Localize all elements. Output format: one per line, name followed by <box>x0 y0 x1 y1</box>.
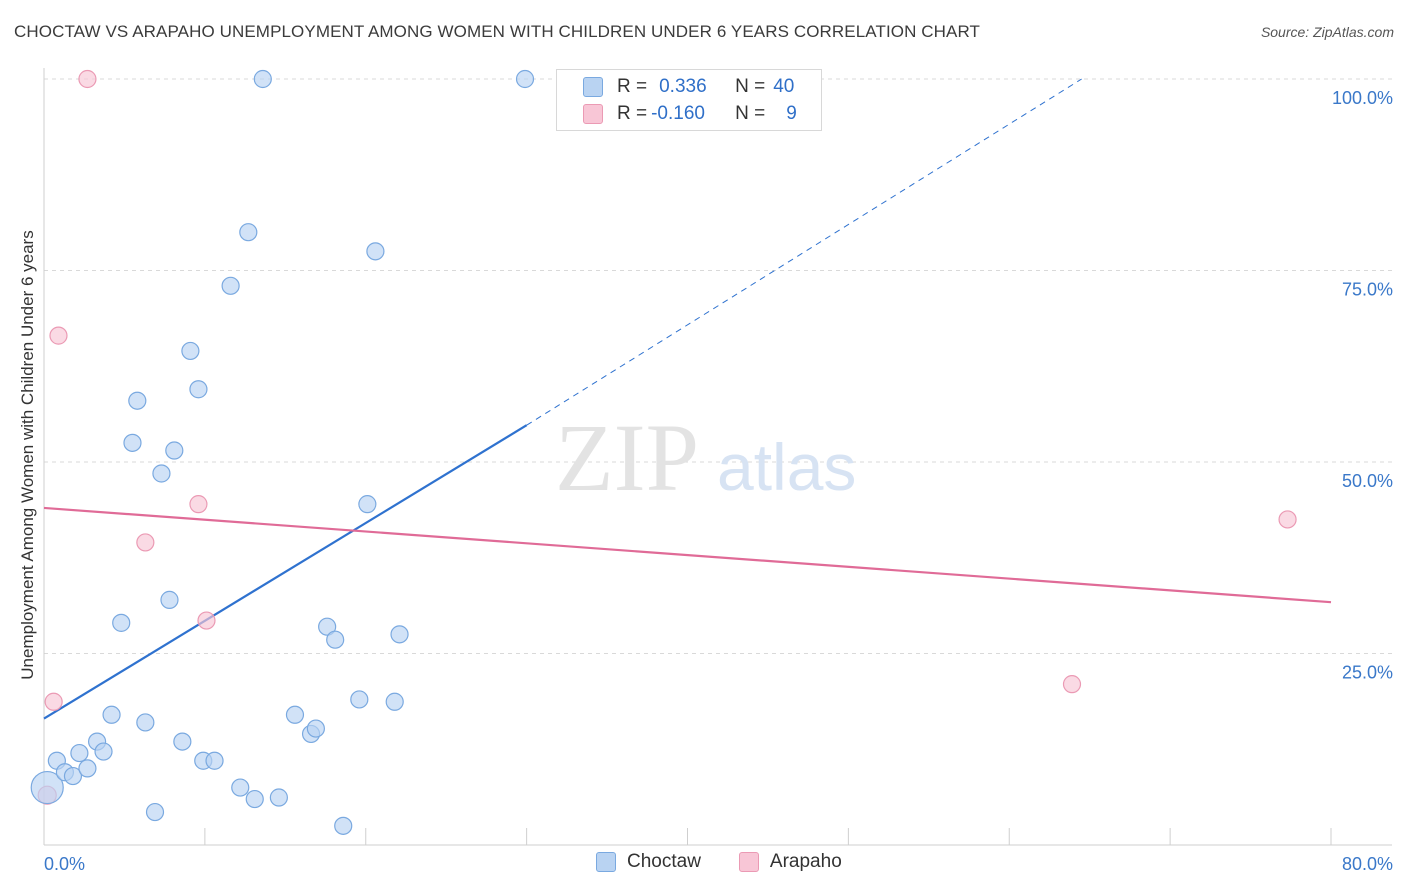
legend-n-value: 9 <box>786 103 797 124</box>
choctaw-point <box>173 732 192 751</box>
y-axis-label: Unemployment Among Women with Children U… <box>18 230 37 680</box>
x-tick-label: 0.0% <box>44 854 85 874</box>
choctaw-point <box>102 705 121 724</box>
legend-n-value: 40 <box>773 76 795 97</box>
arapaho-point <box>78 69 97 89</box>
correlation-legend: R = 0.336 N = 40 R = -0.160 N = 9 <box>556 69 822 131</box>
choctaw-point <box>390 625 409 644</box>
x-tick-label: 80.0% <box>1342 854 1393 874</box>
arapaho-point <box>189 495 208 514</box>
arapaho-point <box>197 611 216 630</box>
choctaw-point <box>221 276 240 295</box>
source-credit: Source: ZipAtlas.com <box>1260 24 1394 40</box>
choctaw-point <box>326 630 345 649</box>
choctaw-trendline <box>43 424 528 720</box>
series-label-choctaw: Choctaw <box>627 851 701 872</box>
choctaw-point <box>30 770 64 805</box>
choctaw-point <box>515 69 535 89</box>
choctaw-point <box>160 590 179 609</box>
choctaw-point <box>269 788 288 807</box>
choctaw-point <box>385 692 404 711</box>
choctaw-point <box>334 816 353 835</box>
legend-n-label: N = <box>735 76 766 97</box>
choctaw-point <box>128 391 147 410</box>
legend-row-choctaw: R = 0.336 N = 40 <box>583 73 794 101</box>
arapaho-trendline <box>43 506 1332 604</box>
choctaw-point <box>165 441 184 460</box>
choctaw-point <box>112 613 131 632</box>
series-swatch-choctaw <box>596 852 616 872</box>
series-legend-choctaw: Choctaw <box>596 851 701 873</box>
choctaw-point <box>318 617 337 636</box>
series-legend-arapaho: Arapaho <box>738 851 842 873</box>
y-tick-label: 75.0% <box>1342 280 1393 300</box>
legend-row-arapaho: R = -0.160 N = 9 <box>583 100 797 128</box>
choctaw-point <box>63 766 83 786</box>
choctaw-point <box>285 705 305 724</box>
y-tick-label: 25.0% <box>1342 663 1393 683</box>
choctaw-point <box>350 690 369 709</box>
legend-swatch-choctaw <box>583 77 603 97</box>
trend-layer <box>43 78 1332 720</box>
labels-layer: 25.0% 50.0% 75.0% 100.0% 0.0% 80.0% <box>44 88 1393 874</box>
choctaw-point <box>181 341 200 361</box>
arapaho-point <box>49 326 68 345</box>
series-swatch-arapaho <box>738 852 759 872</box>
legend-r-label: R = <box>617 103 648 124</box>
watermark: ZIP atlas <box>555 404 856 511</box>
points-layer <box>30 69 1297 835</box>
legend-n-label: N = <box>735 103 766 124</box>
choctaw-point <box>245 789 264 809</box>
choctaw-point <box>145 802 165 822</box>
legend-r-value: -0.160 <box>651 103 705 124</box>
arapaho-point <box>44 692 63 711</box>
choctaw-point <box>70 743 89 763</box>
arapaho-point <box>136 533 155 552</box>
y-tick-label: 100.0% <box>1332 88 1393 108</box>
y-tick-label: 50.0% <box>1342 471 1393 491</box>
choctaw-point <box>152 464 171 483</box>
watermark-atlas: atlas <box>717 430 856 504</box>
choctaw-point <box>306 719 325 738</box>
choctaw-point <box>231 778 250 797</box>
watermark-zip: ZIP <box>555 404 699 511</box>
choctaw-point <box>136 713 155 732</box>
series-legend: Choctaw Arapaho <box>596 851 880 873</box>
choctaw-point <box>358 495 377 514</box>
arapaho-point <box>1278 510 1297 529</box>
choctaw-point <box>123 433 142 452</box>
legend-r-value: 0.336 <box>659 76 707 97</box>
choctaw-point <box>239 223 258 242</box>
series-label-arapaho: Arapaho <box>769 851 842 872</box>
arapaho-point <box>1062 675 1082 694</box>
choctaw-point <box>366 242 385 261</box>
chart-title: CHOCTAW VS ARAPAHO UNEMPLOYMENT AMONG WO… <box>14 22 981 41</box>
choctaw-point <box>94 742 113 761</box>
choctaw-point <box>189 380 208 399</box>
legend-r-label: R = <box>617 76 648 97</box>
grid-layer <box>44 78 1392 654</box>
choctaw-point <box>78 759 97 778</box>
legend-swatch-arapaho <box>583 104 603 124</box>
choctaw-point <box>253 69 272 89</box>
choctaw-point <box>205 751 224 770</box>
axes-layer <box>43 68 1392 846</box>
